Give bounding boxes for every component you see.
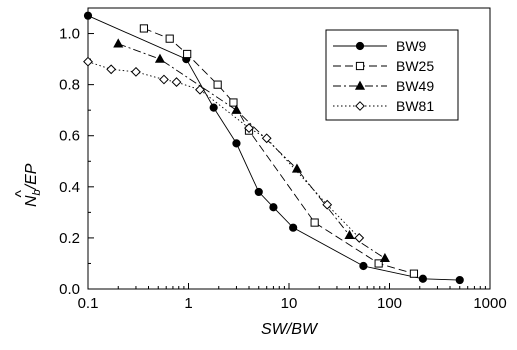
data-point — [171, 77, 182, 87]
legend-label: BW9 — [396, 38, 427, 54]
series-bw9 — [83, 11, 464, 285]
legend-label: BW49 — [396, 78, 434, 94]
data-point — [165, 34, 174, 43]
data-point — [106, 64, 117, 75]
data-point — [359, 261, 368, 271]
data-point — [291, 163, 303, 173]
data-point — [183, 49, 192, 59]
legend-marker — [354, 80, 366, 90]
legend-label: BW25 — [396, 58, 434, 74]
series-line — [87, 15, 460, 281]
legend-box — [325, 29, 459, 121]
legend-marker — [355, 61, 365, 71]
x-tick-label: 1000 — [473, 295, 506, 312]
data-point — [131, 66, 141, 77]
data-point — [159, 74, 169, 85]
legend: BW9 BW25 BW49 BW81 — [325, 29, 459, 121]
series-line — [87, 61, 360, 239]
data-point — [244, 123, 254, 133]
data-point — [83, 56, 93, 67]
y-axis-title-hat: ^ — [13, 190, 30, 198]
series-bw81 — [83, 56, 365, 243]
legend-item: BW9 — [333, 38, 427, 54]
data-point — [289, 223, 298, 232]
data-point — [232, 139, 241, 148]
data-point — [209, 103, 218, 112]
x-tick-label: 1 — [184, 295, 192, 312]
series-layer — [83, 11, 464, 285]
legend-label: BW81 — [396, 98, 434, 114]
series-line — [143, 28, 415, 275]
data-point — [354, 233, 365, 243]
x-tick-label: 0.1 — [78, 295, 99, 312]
data-point — [322, 199, 333, 210]
data-point — [213, 80, 222, 89]
data-point — [269, 203, 278, 212]
data-point — [231, 104, 242, 114]
data-point — [344, 229, 355, 240]
y-tick-label: 1.0 — [59, 26, 80, 43]
data-point — [379, 252, 390, 263]
legend-item: BW81 — [333, 98, 434, 114]
y-tick-label: 0.4 — [59, 179, 80, 196]
legend-item: BW25 — [333, 58, 434, 74]
data-point — [409, 269, 419, 278]
y-tick-label: 0.0 — [59, 281, 80, 298]
y-axis-title: Nb/EP ^ — [13, 163, 43, 207]
data-point — [195, 84, 205, 95]
data-point — [310, 218, 319, 227]
data-point — [113, 38, 124, 48]
data-point — [154, 53, 166, 63]
legend-marker — [355, 101, 365, 111]
data-point — [418, 274, 428, 283]
x-tick-label: 10 — [281, 295, 298, 312]
x-axis-title: SW/BW — [261, 321, 319, 338]
data-point — [261, 133, 272, 144]
y-tick-label: 0.8 — [59, 77, 80, 94]
ticks: 0.1 1 10 100 1000 0.0 0.2 0.4 0.6 0.8 1.0 — [59, 26, 507, 312]
data-point — [229, 98, 238, 107]
y-axis-title-main: Nb/EP — [23, 163, 43, 207]
data-point — [455, 275, 464, 285]
y-tick-label: 0.6 — [59, 128, 80, 145]
data-point — [254, 187, 263, 197]
data-point — [374, 259, 383, 268]
y-tick-label: 0.2 — [59, 230, 80, 247]
data-point — [139, 24, 149, 33]
legend-item: BW49 — [333, 78, 434, 94]
data-point — [83, 11, 93, 20]
legend-marker — [355, 41, 365, 51]
x-tick-label: 100 — [377, 295, 402, 312]
